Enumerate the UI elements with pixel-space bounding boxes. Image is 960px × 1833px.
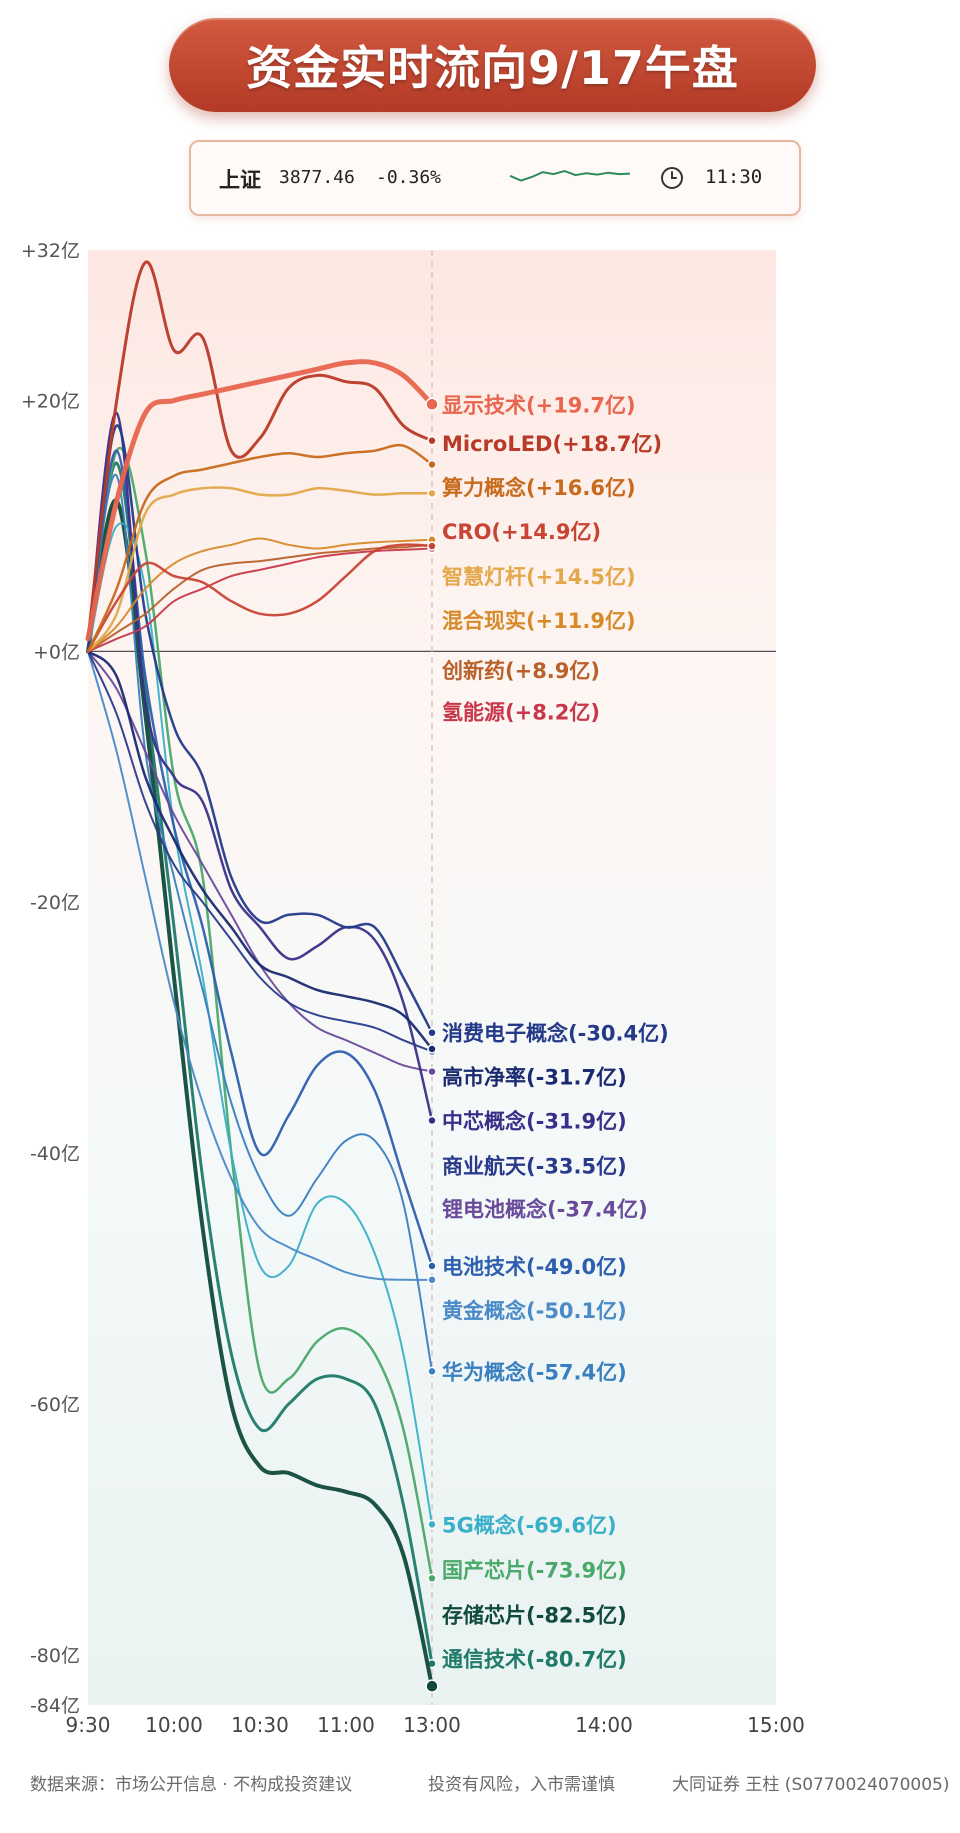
x-tick-label: 13:00 (403, 1713, 461, 1737)
x-tick-label: 10:30 (231, 1713, 289, 1737)
index-value: 3877.46 (279, 167, 355, 188)
footer-source: 数据来源：市场公开信息 · 不构成投资建议 (30, 1775, 353, 1795)
index-name: 上证 (219, 168, 261, 192)
index-ticker: 上证 3877.46 -0.36% 11:30 (189, 140, 801, 216)
series-end-point (427, 488, 437, 499)
series-label: 高市净率(-31.7亿) (442, 1066, 627, 1090)
index-time: 11:30 (705, 166, 763, 188)
y-tick-label: +20亿 (21, 391, 80, 413)
index-change: -0.36% (376, 167, 442, 188)
x-tick-label: 15:00 (747, 1713, 805, 1737)
y-tick-label: -40亿 (30, 1143, 80, 1165)
series-end-point (427, 1275, 437, 1285)
series-end-point (427, 1044, 437, 1054)
series-line (86, 411, 434, 1122)
x-tick-label: 14:00 (575, 1713, 633, 1737)
footer-author: 大同证券 王柱 (S0770024070005) (672, 1775, 950, 1795)
series-label: 商业航天(-33.5亿) (442, 1155, 627, 1179)
series-line (86, 486, 434, 653)
y-tick-label: -84亿 (30, 1695, 80, 1717)
series-end-point (427, 1519, 437, 1530)
series-end-point (427, 1027, 437, 1038)
series-line (85, 359, 435, 642)
series-label: 创新药(+8.9亿) (441, 659, 600, 683)
series-end-point (427, 1366, 437, 1377)
page-title: 资金实时流向9/17午盘 (246, 41, 739, 95)
series-label: CRO(+14.9亿) (442, 520, 601, 544)
title-banner: 资金实时流向9/17午盘 (169, 18, 816, 112)
series-label: 华为概念(-57.4亿) (442, 1360, 627, 1384)
y-tick-label: -20亿 (30, 892, 80, 914)
series-end-point (427, 459, 437, 470)
series-end-point (427, 1573, 437, 1584)
series-label: 国产芯片(-73.9亿) (442, 1559, 627, 1583)
y-tick-label: -80亿 (30, 1645, 80, 1667)
series-label: 混合现实(+11.9亿) (442, 609, 636, 633)
series-line (86, 260, 434, 641)
sparkline-icon (509, 169, 631, 182)
series-end-point (427, 1066, 437, 1077)
series-label: 锂电池概念(-37.4亿) (442, 1197, 648, 1221)
x-tick-label: 10:00 (145, 1713, 203, 1737)
series-line (86, 424, 434, 1034)
series-line (86, 443, 434, 653)
series-label: 黄金概念(-50.1亿) (442, 1299, 627, 1323)
series-end-point (425, 1679, 439, 1693)
series-line (86, 650, 434, 1051)
footer-risk: 投资有风险，入市需谨慎 (428, 1775, 615, 1795)
series-label: 显示技术(+19.7亿) (442, 393, 636, 417)
series-label: 中芯概念(-31.9亿) (442, 1109, 627, 1133)
series-line (87, 650, 433, 1053)
series-label: 智慧灯杆(+14.5亿) (442, 565, 636, 589)
series-line (86, 543, 434, 653)
y-tick-label: -60亿 (30, 1394, 80, 1416)
series-label: 5G概念(-69.6亿) (442, 1513, 617, 1537)
series-label: MicroLED(+18.7亿) (442, 432, 662, 456)
series-label: 通信技术(-80.7亿) (442, 1648, 627, 1672)
series-label: 电池技术(-49.0亿) (442, 1255, 627, 1279)
series-end-point (427, 1261, 437, 1271)
series-end-point (427, 1115, 437, 1126)
x-tick-label: 9:30 (66, 1713, 111, 1737)
series-line (87, 473, 433, 1373)
clock-icon (661, 167, 683, 189)
series-line (87, 537, 433, 653)
series-label: 存储芯片(-82.5亿) (442, 1604, 627, 1628)
series-line (87, 543, 433, 653)
series-line (87, 650, 433, 1281)
series-label: 算力概念(+16.6亿) (442, 476, 636, 500)
series-end-point (425, 397, 439, 412)
series-line (86, 498, 434, 1689)
series-end-point (427, 435, 437, 446)
y-tick-label: +0亿 (33, 641, 80, 663)
series-end-point (427, 541, 437, 551)
x-tick-label: 11:00 (317, 1713, 375, 1737)
y-tick-label: +32亿 (21, 240, 80, 262)
series-label: 氢能源(+8.2亿) (442, 701, 600, 725)
series-label: 消费电子概念(-30.4亿) (442, 1022, 669, 1046)
